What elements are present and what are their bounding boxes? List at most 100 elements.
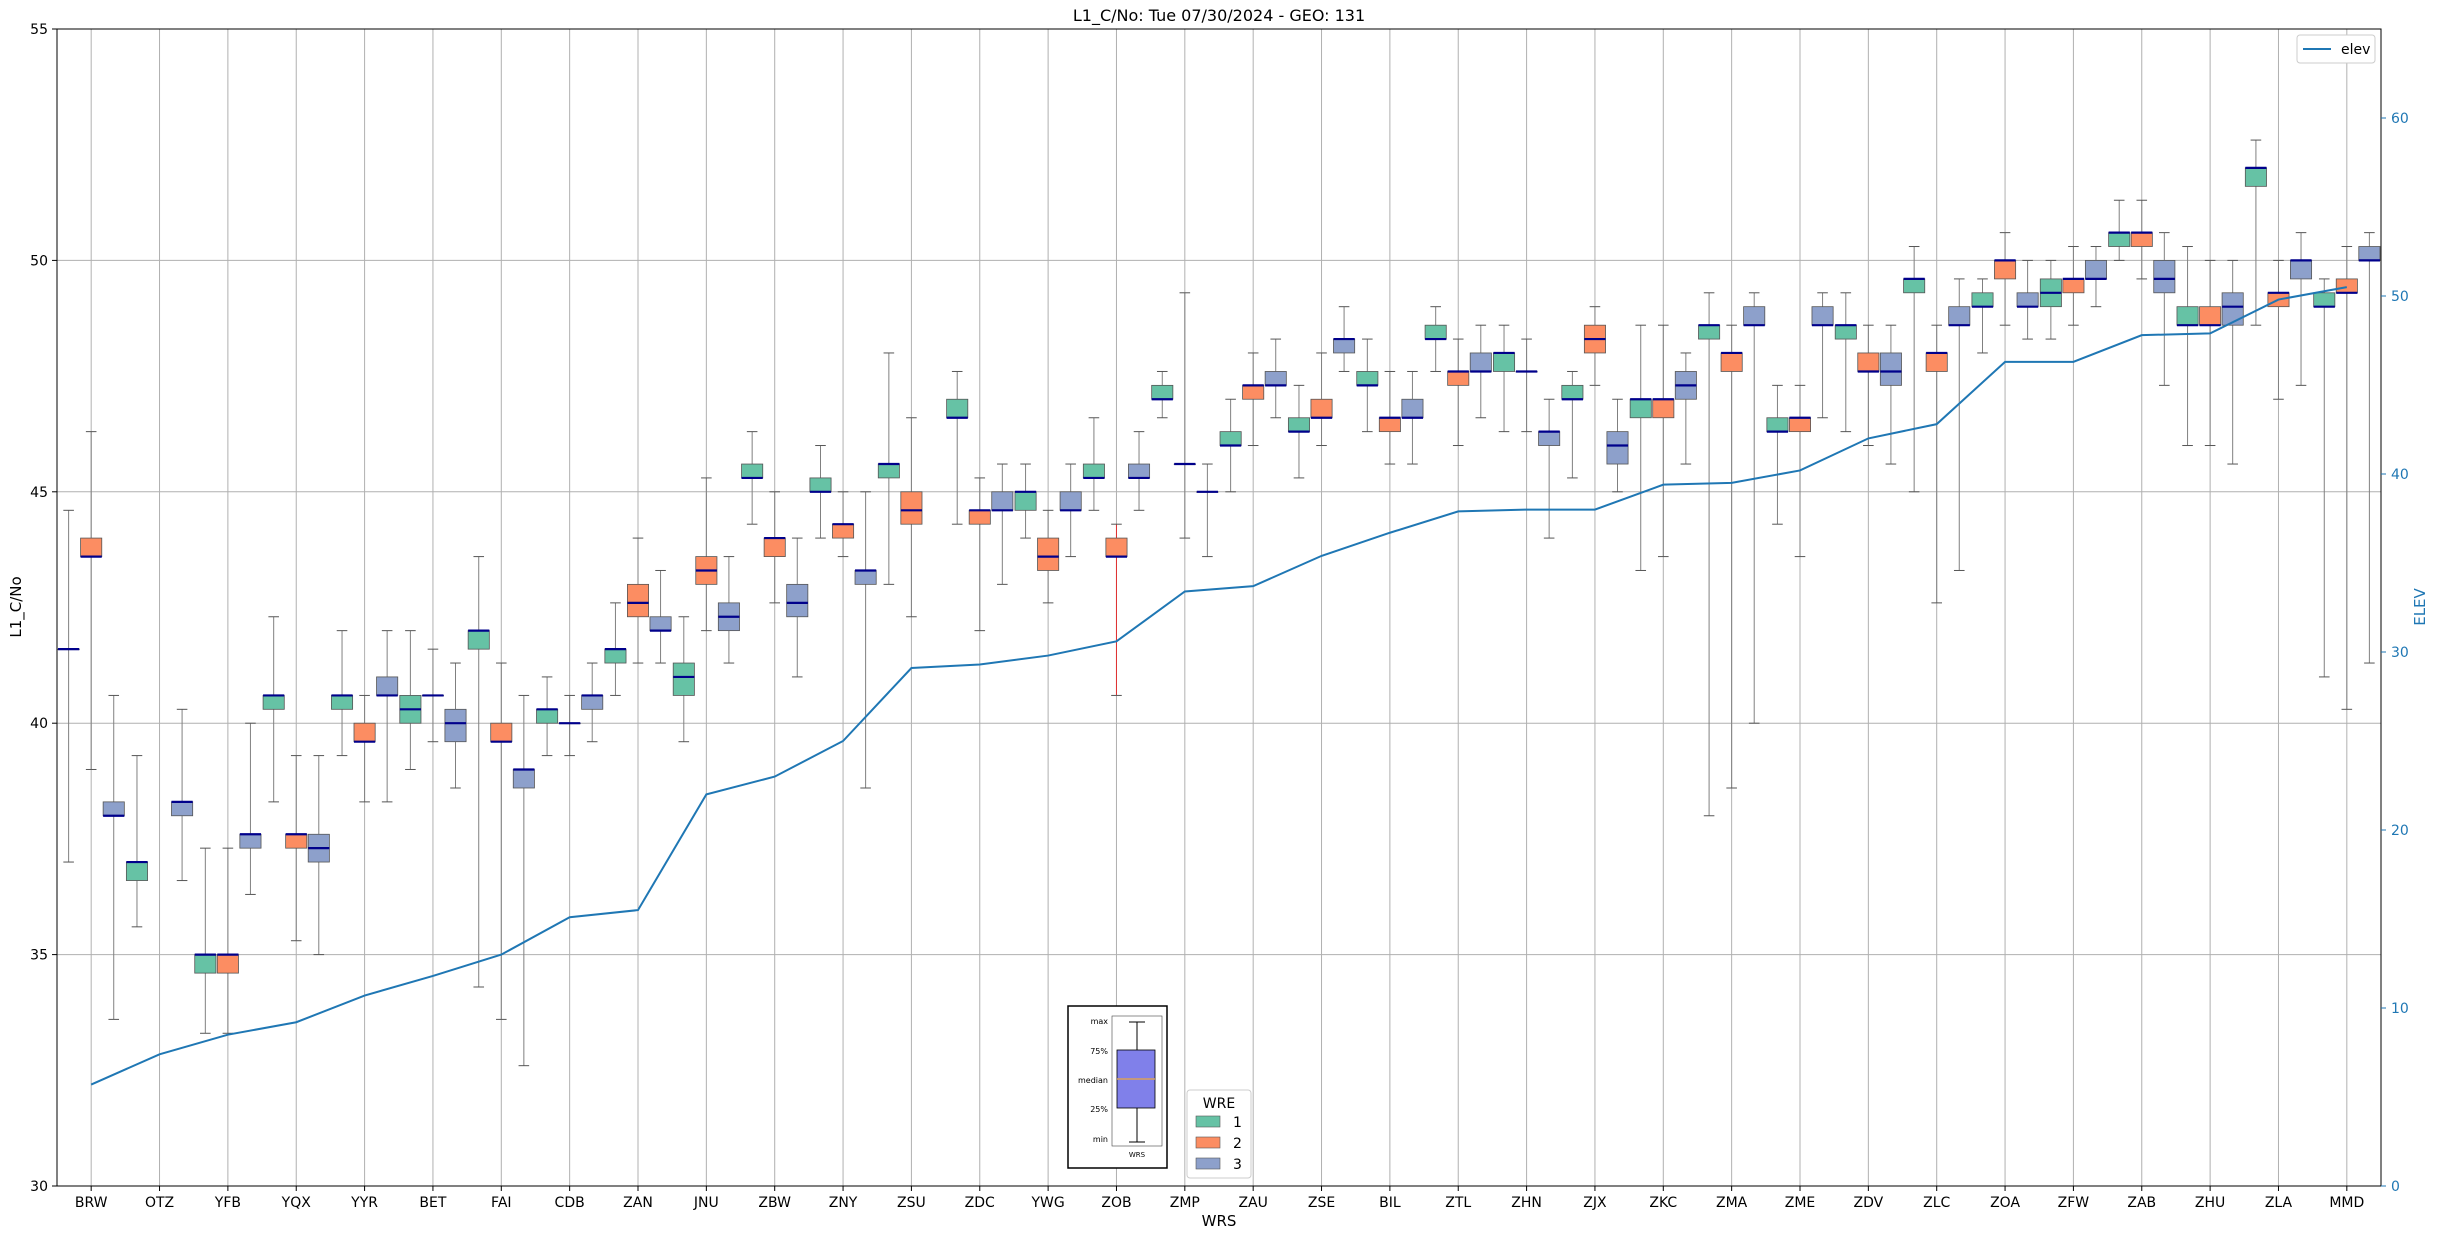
box-wre2: [421, 648, 444, 743]
box-wre2: [968, 477, 991, 632]
box-wre3: [854, 491, 877, 789]
box-body: [467, 630, 490, 650]
x-tick-label: ZHU: [2195, 1195, 2225, 1211]
y2-tick-label: 10: [2391, 1001, 2409, 1017]
box-wre3: [2016, 259, 2039, 340]
y2-tick-label: 50: [2391, 289, 2409, 305]
box-wre3: [512, 694, 535, 1067]
x-tick-label: ZDC: [965, 1195, 995, 1211]
box-body: [991, 491, 1014, 511]
box-body: [1811, 306, 1834, 326]
x-tick-label: ZME: [1785, 1195, 1816, 1211]
box-layer: [57, 139, 2381, 1067]
x-tick-label: ZMA: [1716, 1195, 1748, 1211]
x-tick-label: ZAN: [623, 1195, 653, 1211]
box-wre2: [216, 847, 239, 1034]
box-wre3: [1743, 292, 1766, 724]
box-body: [1834, 324, 1857, 340]
box-wre2: [285, 755, 308, 942]
box-body: [102, 801, 125, 817]
box-wre3: [1333, 306, 1356, 372]
y-tick-label: 50: [30, 253, 48, 269]
box-wre3: [1469, 324, 1492, 419]
box-body: [2153, 259, 2176, 294]
x-tick-label: ZKC: [1649, 1195, 1677, 1211]
wre-legend: WRE 1 2 3: [1186, 1089, 1252, 1179]
box-wre3: [581, 662, 604, 743]
box-wre2: [763, 491, 786, 604]
box-body: [1493, 352, 1516, 372]
x-tick-label: BIL: [1379, 1195, 1401, 1211]
box-wre1: [2176, 246, 2199, 447]
box-body: [854, 570, 877, 585]
box-wre3: [1811, 292, 1834, 419]
axis-layer: BRW OTZ YFB YQX YYR BET FAI CDB ZAN JNU ZBW ZNY ZSU Z…: [30, 22, 2409, 1211]
box-body: [2130, 232, 2153, 247]
box-body: [832, 523, 855, 539]
box-wre2: [80, 431, 103, 770]
box-body: [125, 861, 148, 881]
box-body: [1333, 338, 1356, 354]
box-wre3: [1879, 324, 1902, 465]
box-wre3: [2358, 232, 2381, 664]
elev-line-layer: [90, 286, 2348, 1086]
box-wre2: [1105, 523, 1128, 696]
box-wre3: [1401, 370, 1424, 465]
box-body: [1264, 371, 1287, 386]
x-tick-label: ZBW: [758, 1195, 791, 1211]
box-wre2: [1242, 352, 1265, 447]
box-wre3: [171, 708, 194, 882]
box-body: [672, 662, 695, 696]
box-wre1: [604, 602, 627, 696]
box-wre3: [1948, 278, 1971, 571]
y-tick-label: 30: [30, 1179, 48, 1195]
elev-line: [90, 286, 2348, 1086]
box-wre1: [1971, 278, 1994, 354]
box-wre3: [1196, 463, 1219, 558]
box-wre2: [1037, 509, 1060, 604]
chart-title: L1_C/No: Tue 07/30/2024 - GEO: 131: [1073, 6, 1365, 26]
elev-legend-label: elev: [2341, 42, 2370, 58]
x-tick-label: CDB: [555, 1195, 585, 1211]
box-body: [1766, 417, 1789, 433]
x-tick-label: YFB: [214, 1195, 241, 1211]
y-tick-label: 55: [30, 22, 48, 38]
box-wre3: [2221, 259, 2244, 465]
x-axis-label: WRS: [1202, 1212, 1237, 1230]
box-body: [1903, 278, 1926, 294]
box-wre3: [649, 569, 672, 664]
box-body: [649, 616, 672, 632]
box-body: [1789, 417, 1811, 433]
box-body: [1378, 417, 1401, 433]
box-body: [2176, 306, 2199, 326]
box-body: [968, 509, 991, 525]
box-body: [1469, 352, 1492, 372]
box-wre2: [2130, 199, 2153, 280]
box-wre2: [695, 477, 718, 632]
explainer-min: min: [1093, 1135, 1108, 1144]
box-body: [1401, 398, 1424, 419]
box-body: [604, 648, 627, 664]
box-explainer-inset: max 75% median 25% min WRS: [1067, 1005, 1168, 1169]
box-body: [1538, 431, 1561, 446]
box-body: [2221, 292, 2244, 326]
box-wre3: [307, 755, 330, 956]
box-wre1: [1629, 324, 1652, 571]
box-body: [1447, 371, 1470, 386]
x-tick-label: OTZ: [145, 1195, 174, 1211]
y2-tick-label: 20: [2391, 823, 2409, 839]
box-wre1: [1493, 324, 1516, 433]
box-wre2: [1720, 324, 1743, 789]
x-tick-label: MMD: [2329, 1195, 2364, 1211]
box-body: [2290, 259, 2313, 280]
y2-tick-label: 60: [2391, 111, 2409, 127]
box-body: [1242, 384, 1265, 400]
box-body: [1151, 384, 1174, 400]
box-wre2: [1857, 324, 1880, 447]
box-wre2: [1925, 324, 1948, 604]
box-wre2: [1515, 338, 1538, 433]
box-wre1: [809, 445, 832, 539]
box-body: [80, 537, 103, 557]
box-body: [2335, 278, 2358, 294]
